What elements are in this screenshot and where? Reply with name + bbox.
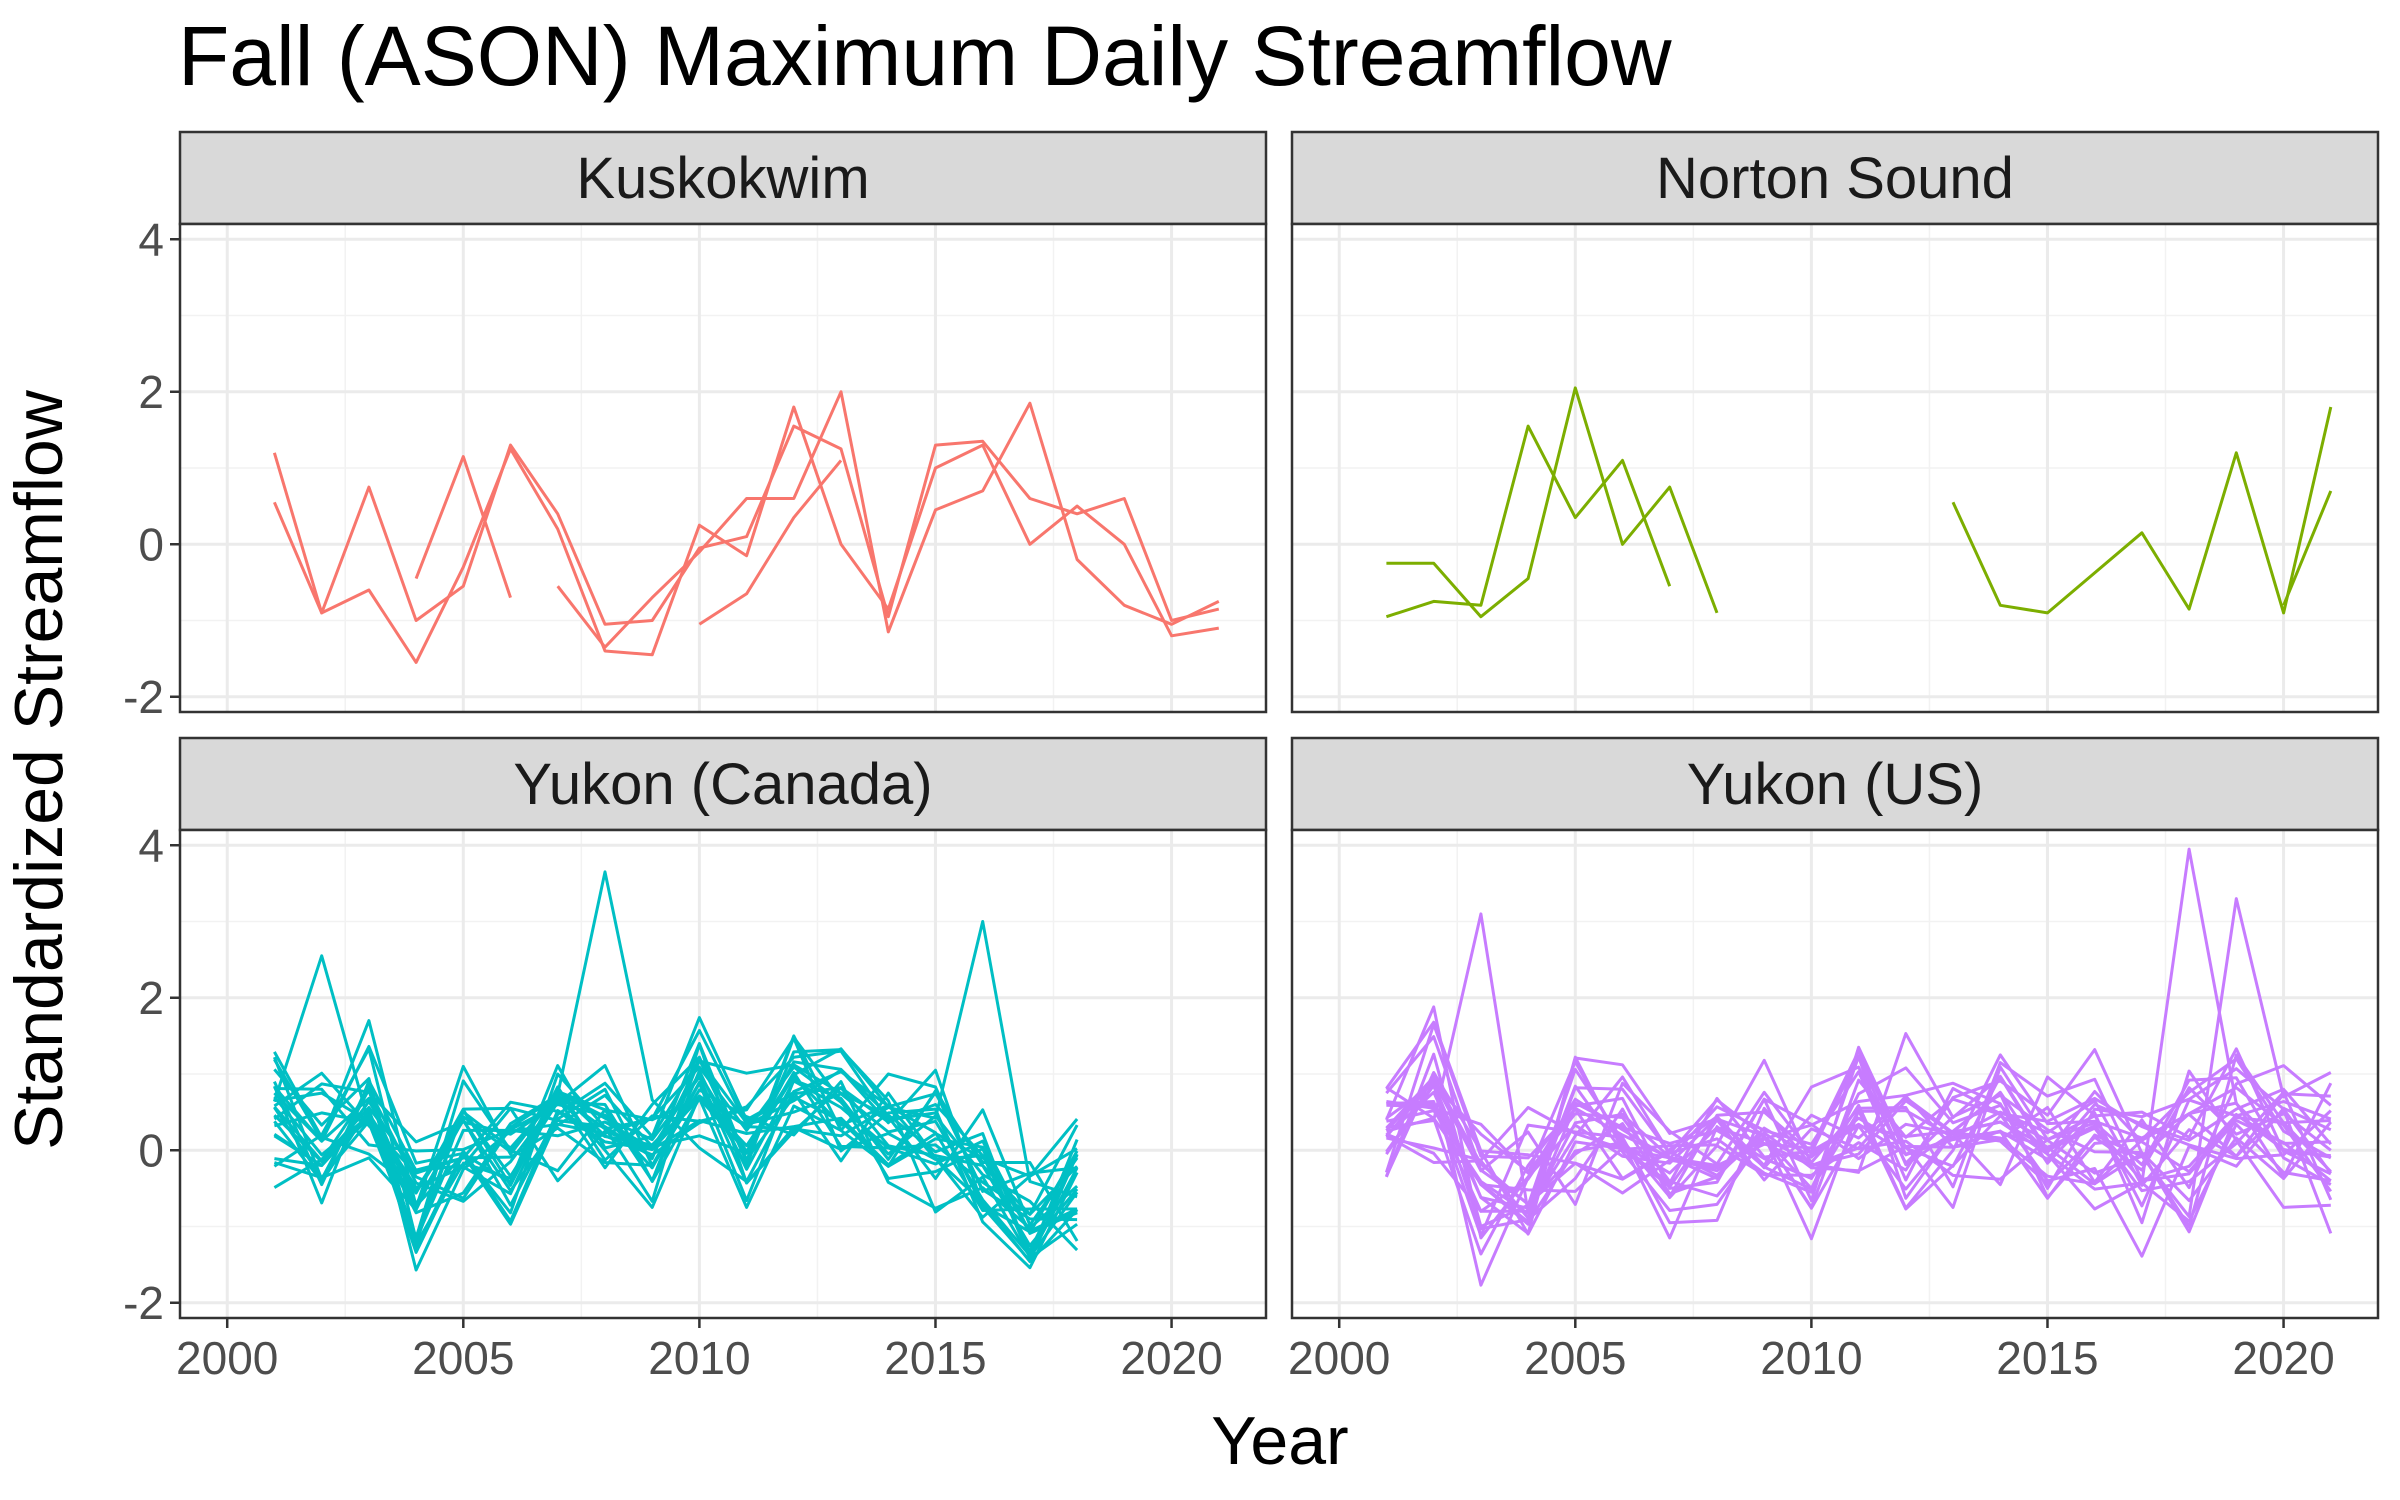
- x-tick-label: 2015: [1996, 1332, 2098, 1384]
- series-line: [1385, 1061, 2331, 1213]
- series-group: [1385, 386, 2333, 619]
- y-tick-label: 2: [138, 366, 164, 418]
- series-group: [1384, 847, 2333, 1287]
- series-line: [1386, 1069, 2331, 1225]
- series-group: [272, 390, 1220, 664]
- facet-strip-label: Yukon (Canada): [513, 752, 932, 817]
- x-tick-label: 2010: [648, 1332, 750, 1384]
- series-line: [414, 455, 512, 599]
- y-tick-label: 2: [138, 972, 164, 1024]
- series-line: [273, 1016, 1079, 1216]
- x-tick-label: 2015: [884, 1332, 986, 1384]
- series-line: [273, 1071, 1079, 1216]
- series-line: [2282, 490, 2333, 606]
- series-group: [272, 870, 1079, 1272]
- series-line: [1384, 1022, 2332, 1203]
- series-line: [273, 405, 1220, 664]
- y-tick-label: 4: [138, 819, 164, 871]
- series-line: [273, 1047, 1079, 1242]
- y-tick-label: 0: [138, 518, 164, 570]
- y-tick-label: 0: [138, 1124, 164, 1176]
- x-tick-label: 2000: [176, 1332, 278, 1384]
- y-axis-title: Standardized Streamflow: [1, 389, 77, 1150]
- x-tick-label: 2020: [2232, 1332, 2334, 1384]
- x-tick-label: 2010: [1760, 1332, 1862, 1384]
- series-line: [556, 390, 1220, 649]
- x-tick-label: 2005: [412, 1332, 514, 1384]
- series-line: [1385, 1067, 2333, 1198]
- panel-border: [178, 828, 1268, 1320]
- x-tick-label: 2005: [1524, 1332, 1626, 1384]
- series-line: [1385, 1035, 2332, 1206]
- y-tick-label: -2: [123, 1277, 164, 1329]
- facet-panel: Yukon (US) 2000 2005 2010 2015 2020: [1288, 736, 2380, 1384]
- panel-border: [1290, 222, 2380, 714]
- x-axis-title: Year: [1211, 1403, 1348, 1479]
- facet-panel: Yukon (Canada) -2 0 2 4 2000 2005 2010 2015 2020: [123, 736, 1268, 1384]
- series-line: [274, 1058, 1078, 1240]
- series-line: [698, 459, 843, 626]
- chart-title: Fall (ASON) Maximum Daily Streamflow: [178, 9, 1672, 103]
- facet-strip: [178, 130, 1268, 226]
- facets-layer: Kuskokwim -2 0 2 4 Norton Sound Yukon (Canada)…: [123, 130, 2380, 1384]
- y-tick-label: 4: [138, 213, 164, 265]
- series-line: [1385, 424, 1672, 619]
- series-line: [273, 1065, 1079, 1272]
- facet-strip: [178, 736, 1268, 832]
- series-line: [1951, 406, 2333, 615]
- series-line: [1386, 1047, 2331, 1189]
- panel-border: [1290, 828, 2380, 1320]
- facet-strip: [1290, 736, 2380, 832]
- y-tick-label: -2: [123, 671, 164, 723]
- series-line: [1385, 1065, 2332, 1209]
- panel-border: [178, 222, 1268, 714]
- facet-strip-label: Kuskokwim: [576, 146, 869, 211]
- series-line: [1385, 1005, 2332, 1240]
- x-tick-label: 2000: [1288, 1332, 1390, 1384]
- series-line: [1385, 1086, 2331, 1240]
- x-tick-label: 2020: [1120, 1332, 1222, 1384]
- facet-strip-label: Yukon (US): [1687, 752, 1984, 817]
- facet-panel: Norton Sound: [1290, 130, 2380, 714]
- facet-panel: Kuskokwim -2 0 2 4: [123, 130, 1268, 723]
- series-line: [1386, 1075, 2332, 1238]
- series-line: [1386, 386, 1719, 619]
- facet-strip-label: Norton Sound: [1656, 146, 2014, 211]
